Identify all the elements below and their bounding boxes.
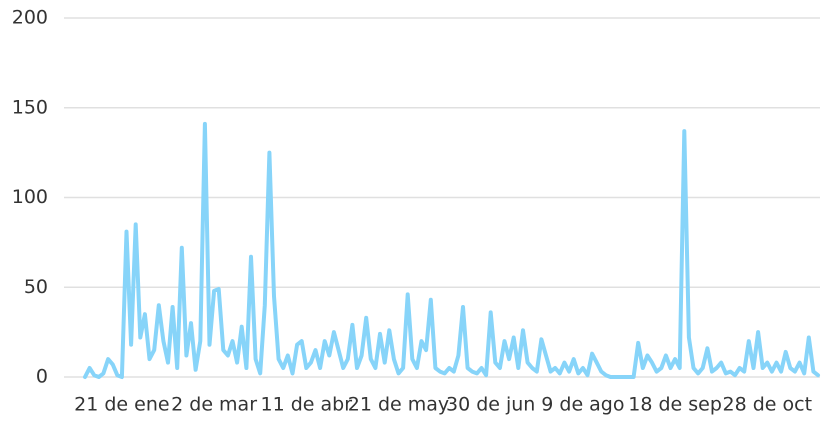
x-tick-label: 30 de jun [446,394,535,416]
x-tick-label: 2 de mar [171,394,257,416]
y-tick-label: 100 [12,186,48,208]
x-tick-label: 21 de ene [74,394,169,416]
x-tick-label: 28 de oct [723,394,813,416]
x-tick-label: 11 de abr [261,394,353,416]
y-tick-label: 150 [12,96,48,118]
y-tick-label: 50 [24,276,48,298]
data-line [83,121,820,379]
x-tick-label: 21 de may [348,394,449,416]
y-tick-label: 200 [12,7,48,29]
x-tick-label: 9 de ago [541,394,624,416]
x-tick-label: 18 de sep [628,394,722,416]
y-tick-label: 0 [36,366,48,388]
